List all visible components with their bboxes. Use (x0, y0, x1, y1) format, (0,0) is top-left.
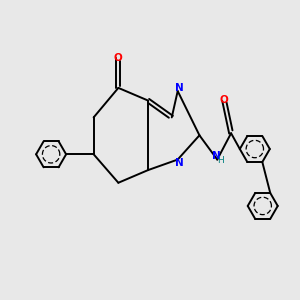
Text: H: H (217, 156, 224, 165)
Text: N: N (175, 158, 183, 168)
Text: O: O (113, 53, 122, 63)
Text: N: N (212, 151, 221, 161)
Text: O: O (219, 95, 228, 105)
Text: N: N (175, 83, 183, 93)
